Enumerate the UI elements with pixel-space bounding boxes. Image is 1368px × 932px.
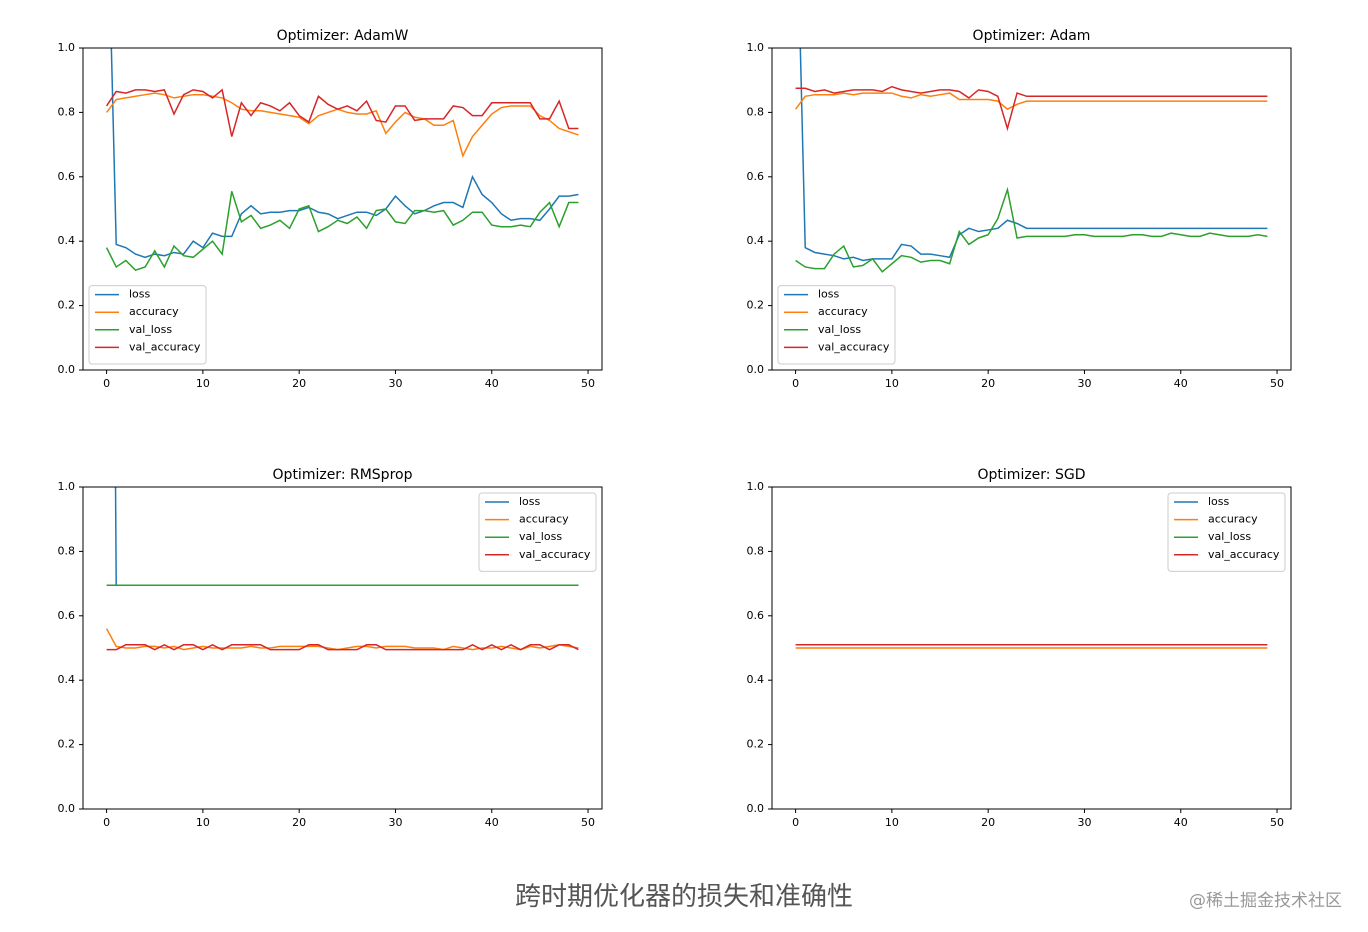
x-tick-label: 20 [981,816,995,829]
y-tick-label: 0.8 [747,544,765,557]
series-line [795,85,1268,132]
legend: loss accuracy val_loss val_accuracy [88,285,207,365]
chart-title: Optimizer: Adam [973,28,1091,44]
x-tick-label: 20 [981,377,995,390]
legend-label: val_loss [129,323,172,336]
x-tick-label: 30 [388,816,402,829]
x-tick-label: 40 [1174,816,1188,829]
y-tick-label: 0.4 [58,673,76,686]
x-tick-label: 30 [1077,377,1091,390]
legend-label: loss [519,495,541,508]
y-tick-label: 0.2 [747,299,765,312]
x-tick-label: 50 [1270,816,1284,829]
x-tick-label: 0 [792,377,799,390]
x-tick-label: 0 [792,816,799,829]
x-tick-label: 0 [103,377,110,390]
y-tick-label: 1.0 [747,41,765,54]
y-tick-label: 0.8 [58,105,76,118]
x-tick-label: 40 [485,816,499,829]
chart-title: Optimizer: SGD [978,467,1086,483]
x-tick-label: 50 [1270,377,1284,390]
y-tick-label: 0.0 [58,802,76,815]
y-tick-label: 1.0 [747,480,765,493]
legend-label: val_accuracy [818,340,890,353]
legend-box [777,285,896,365]
series-line [795,186,1268,273]
subplot: Optimizer: RMSprop 0.0 0.2 0.4 0.6 0.8 1.0 0 10 2… [58,467,603,829]
y-tick-label: 0.2 [58,299,76,312]
series-line [106,643,579,651]
y-tick-label: 0.2 [747,738,765,751]
legend-label: loss [818,288,840,301]
legend: loss accuracy val_loss val_accuracy [1167,492,1286,572]
series-line [799,48,1268,262]
caption: 跨时期优化器的损失和准确性 [514,882,853,912]
y-tick-label: 0.0 [747,802,765,815]
x-tick-label: 10 [885,377,899,390]
x-tick-label: 30 [1077,816,1091,829]
chart-title: Optimizer: AdamW [277,28,409,44]
legend: loss accuracy val_loss val_accuracy [478,492,597,572]
x-tick-label: 20 [292,816,306,829]
y-tick-label: 0.4 [747,234,765,247]
series-line [105,88,579,137]
legend-box [88,285,207,365]
y-tick-label: 0.8 [58,544,76,557]
legend-label: val_loss [1208,530,1251,543]
legend-label: accuracy [1208,513,1258,526]
legend-box [478,492,597,572]
y-tick-label: 0.0 [747,363,765,376]
subplot: Optimizer: Adam 0.0 0.2 0.4 0.6 0.8 1.0 0 10 20 30… [747,28,1292,390]
figure: Optimizer: AdamW 0.0 0.2 0.4 0.6 0.8 1.0 0 10 20 3… [58,28,1292,829]
axes-frame [82,47,603,371]
legend-label: val_accuracy [129,340,201,353]
series-line [105,92,579,158]
y-tick-label: 1.0 [58,480,76,493]
x-tick-label: 40 [485,377,499,390]
x-tick-label: 40 [1174,377,1188,390]
axes-frame [771,47,1292,371]
series-line [105,628,579,651]
legend-label: val_accuracy [519,548,591,561]
y-tick-label: 0.8 [747,105,765,118]
subplot: Optimizer: SGD 0.0 0.2 0.4 0.6 0.8 1.0 0 10 20 30 4… [747,467,1292,829]
x-tick-label: 30 [388,377,402,390]
series-line [794,92,1268,111]
x-tick-label: 10 [196,816,210,829]
y-tick-label: 0.4 [747,673,765,686]
series-line [105,191,579,272]
y-tick-label: 0.4 [58,234,76,247]
y-tick-label: 0.6 [747,170,765,183]
legend-label: val_accuracy [1208,548,1280,561]
legend-label: accuracy [129,305,179,318]
y-tick-label: 0.6 [58,170,76,183]
legend-label: val_loss [818,323,861,336]
x-tick-label: 50 [581,816,595,829]
watermark: @稀土掘金技术社区 [1189,891,1342,911]
y-tick-label: 0.6 [58,609,76,622]
x-tick-label: 20 [292,377,306,390]
axes-frame [82,486,603,810]
legend-label: loss [129,288,151,301]
x-tick-label: 10 [196,377,210,390]
legend-box [1167,492,1286,572]
axes-frame [771,486,1292,810]
x-tick-label: 50 [581,377,595,390]
subplot: Optimizer: AdamW 0.0 0.2 0.4 0.6 0.8 1.0 0 10 20 3… [58,28,603,390]
y-tick-label: 0.0 [58,363,76,376]
legend-label: loss [1208,495,1230,508]
x-tick-label: 10 [885,816,899,829]
x-tick-label: 0 [103,816,110,829]
y-tick-label: 0.6 [747,609,765,622]
series-line [110,48,579,259]
y-tick-label: 1.0 [58,41,76,54]
legend: loss accuracy val_loss val_accuracy [777,285,896,365]
chart-title: Optimizer: RMSprop [273,467,413,483]
legend-label: accuracy [519,513,569,526]
legend-label: val_loss [519,530,562,543]
y-tick-label: 0.2 [58,738,76,751]
legend-label: accuracy [818,305,868,318]
